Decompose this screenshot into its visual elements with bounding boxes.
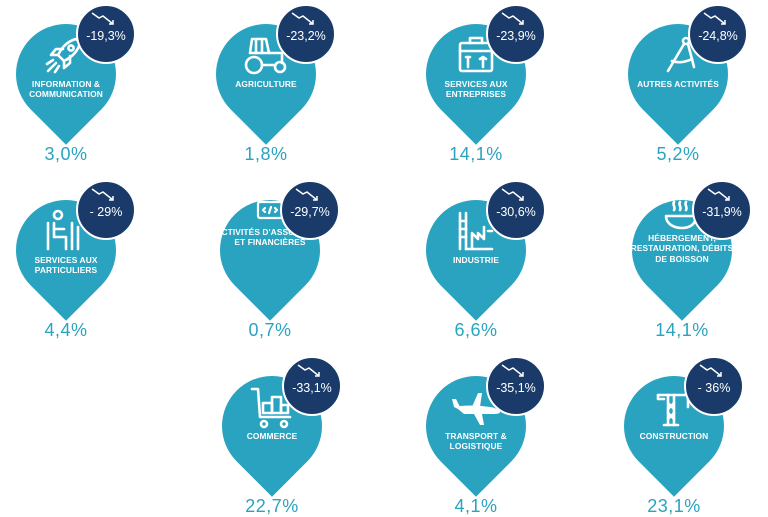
trend-down-icon xyxy=(291,12,314,25)
sector-label: Services aux entreprises xyxy=(444,79,508,100)
change-value: -19,3% xyxy=(86,29,126,43)
trend-down-icon xyxy=(707,188,730,201)
share-value: 0,7% xyxy=(248,320,292,340)
sector-label: Autres activités xyxy=(637,79,719,89)
factory-icon xyxy=(446,209,506,253)
change-badge: -30,6% xyxy=(486,180,546,240)
trend-down-icon xyxy=(501,12,524,25)
change-badge: - 36% xyxy=(684,356,744,416)
change-badge: -33,1% xyxy=(282,356,342,416)
change-badge: -24,8% xyxy=(688,4,748,64)
change-value: -35,1% xyxy=(496,381,536,395)
sector-label: Construction xyxy=(639,431,709,441)
sector-label: Hébergement, restauration, débits de boi… xyxy=(630,233,734,264)
sector-label: Agriculture xyxy=(235,79,297,89)
airplane-icon xyxy=(446,385,506,429)
sector-services-particuliers: Services aux particuliers - 29% 4,4% xyxy=(0,179,152,340)
share-value: 1,8% xyxy=(244,144,288,164)
sector-hebergement-restauration: Hébergement, restauration, débits de boi… xyxy=(611,179,768,340)
tractor-icon xyxy=(236,33,296,77)
change-badge: -29,7% xyxy=(280,180,340,240)
change-badge: -23,9% xyxy=(486,4,546,64)
share-value: 22,7% xyxy=(245,496,299,516)
sector-assurance-financieres: Activités d'assurance et financières -29… xyxy=(199,179,356,340)
rocket-icon xyxy=(36,33,96,77)
trend-down-icon xyxy=(699,364,722,377)
share-value: 5,2% xyxy=(656,144,700,164)
share-value: 4,4% xyxy=(44,320,88,340)
sector-industrie: Industrie -30,6% 6,6% xyxy=(405,179,562,340)
change-badge: -31,9% xyxy=(692,180,752,240)
trend-down-icon xyxy=(297,364,320,377)
sector-label: Information & communication xyxy=(29,79,103,100)
sector-label: Services aux particuliers xyxy=(34,255,98,276)
change-value: -30,6% xyxy=(496,205,536,219)
change-value: -33,1% xyxy=(292,381,332,395)
change-value: -23,9% xyxy=(496,29,536,43)
share-value: 14,1% xyxy=(449,144,503,164)
shopping-cart-icon xyxy=(242,385,302,429)
sector-label: Industrie xyxy=(452,255,500,265)
trend-down-icon xyxy=(501,188,524,201)
trend-down-icon xyxy=(703,12,726,25)
trend-down-icon xyxy=(91,12,114,25)
person-seated-icon xyxy=(36,209,96,253)
sector-label: Activités d'assurance et financières xyxy=(215,227,325,248)
share-value: 4,1% xyxy=(454,496,498,516)
sector-agriculture: Agriculture -23,2% 1,8% xyxy=(195,3,352,164)
share-value: 23,1% xyxy=(647,496,701,516)
change-value: - 36% xyxy=(697,381,731,395)
sector-services-entreprises: Services aux entreprises -23,9% 14,1% xyxy=(405,3,562,164)
change-badge: -23,2% xyxy=(276,4,336,64)
change-value: -31,9% xyxy=(702,205,742,219)
change-badge: -35,1% xyxy=(486,356,546,416)
change-value: -29,7% xyxy=(290,205,330,219)
trend-down-icon xyxy=(501,364,524,377)
toolbox-icon xyxy=(446,33,506,77)
change-value: - 29% xyxy=(89,205,123,219)
share-value: 6,6% xyxy=(454,320,498,340)
sector-label: Commerce xyxy=(246,431,298,441)
share-value: 3,0% xyxy=(44,144,88,164)
sector-autres-activites: Autres activités -24,8% 5,2% xyxy=(607,3,764,164)
trend-down-icon xyxy=(295,188,318,201)
sector-construction: Construction - 36% 23,1% xyxy=(603,355,760,516)
sector-commerce: Commerce -33,1% 22,7% xyxy=(201,355,358,516)
sector-information-communication: Information & communication -19,3% 3,0% xyxy=(0,3,152,164)
change-value: -23,2% xyxy=(286,29,326,43)
trend-down-icon xyxy=(91,188,114,201)
change-badge: - 29% xyxy=(76,180,136,240)
change-value: -24,8% xyxy=(698,29,738,43)
sector-label: Transport & logistique xyxy=(445,431,507,452)
share-value: 14,1% xyxy=(655,320,709,340)
sector-transport-logistique: Transport & logistique -35,1% 4,1% xyxy=(405,355,562,516)
change-badge: -19,3% xyxy=(76,4,136,64)
